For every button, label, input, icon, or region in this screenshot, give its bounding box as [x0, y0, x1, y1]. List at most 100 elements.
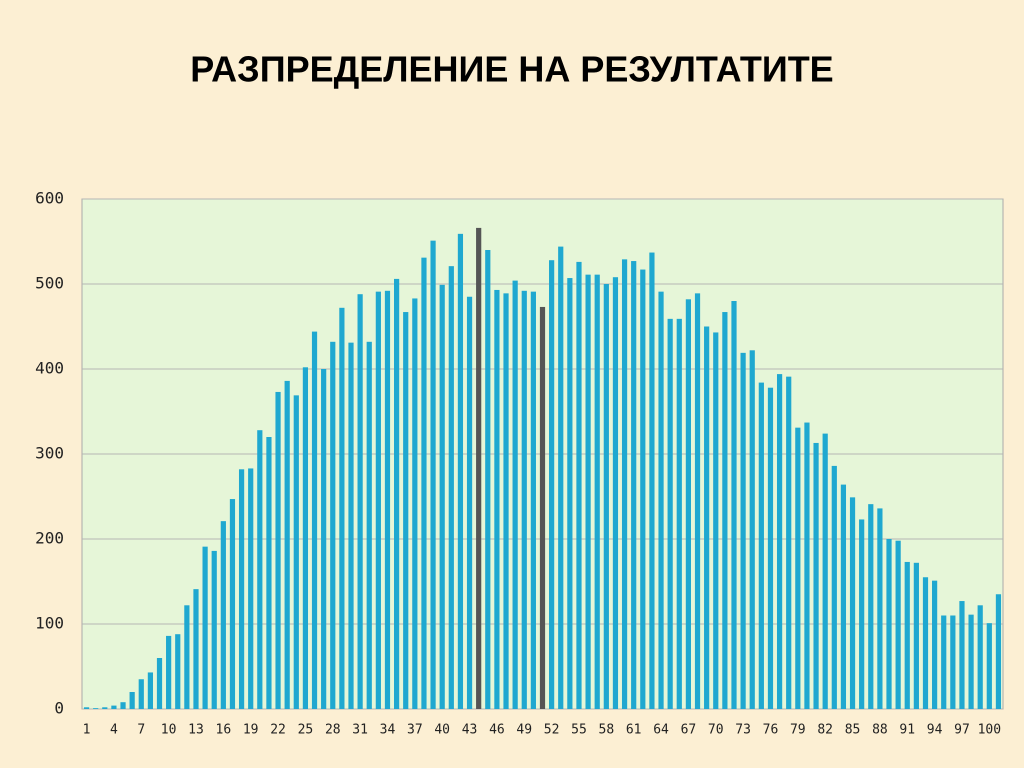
x-tick-label: 10 [161, 723, 177, 738]
x-tick-label: 76 [763, 723, 779, 738]
x-tick-label: 85 [845, 723, 861, 738]
bar [539, 306, 546, 709]
x-tick-label: 1 [83, 723, 91, 738]
x-tick-label: 4 [110, 723, 118, 738]
bar [430, 240, 436, 709]
x-tick-label: 52 [544, 723, 560, 738]
bar [448, 266, 454, 709]
bar [676, 318, 682, 709]
bar [284, 380, 290, 709]
x-tick-label: 79 [790, 723, 806, 738]
bar [694, 293, 701, 709]
bar [175, 634, 181, 709]
bar [93, 708, 99, 709]
y-tick-label: 200 [35, 529, 64, 548]
x-tick-label: 34 [380, 723, 396, 738]
bar [941, 615, 947, 709]
bar [913, 562, 919, 709]
bar [968, 614, 974, 709]
bar [220, 521, 226, 709]
bar [804, 422, 810, 709]
bar [83, 707, 90, 709]
bar [895, 540, 901, 709]
bar [621, 259, 628, 709]
bar [348, 342, 354, 709]
bar [193, 589, 199, 709]
bar [138, 679, 144, 709]
y-tick-label: 300 [35, 444, 64, 463]
bar [257, 430, 263, 709]
bar [421, 257, 427, 709]
bar [658, 291, 664, 709]
bar [266, 437, 272, 709]
y-tick-label: 400 [35, 359, 64, 378]
bar [576, 261, 582, 709]
bar [685, 299, 692, 709]
x-tick-label: 82 [817, 723, 833, 738]
x-tick-label: 22 [270, 723, 286, 738]
x-tick-label: 28 [325, 723, 341, 738]
bar [950, 615, 956, 709]
x-tick-label: 40 [434, 723, 450, 738]
bar [594, 274, 600, 709]
x-tick-label: 73 [735, 723, 751, 738]
bar [722, 312, 728, 709]
bar [603, 284, 609, 709]
bar [558, 246, 564, 709]
bar [485, 250, 491, 709]
bar [248, 468, 254, 709]
bar [512, 280, 518, 709]
bar [275, 391, 281, 709]
bar [366, 341, 372, 709]
x-tick-label: 94 [927, 723, 943, 738]
bar [640, 269, 646, 709]
bar [330, 341, 336, 709]
bar [412, 298, 418, 709]
bar [156, 658, 163, 709]
bar [357, 294, 363, 709]
x-tick-label: 67 [681, 723, 697, 738]
bar [339, 307, 345, 709]
x-tick-label: 91 [899, 723, 915, 738]
x-tick-label: 46 [489, 723, 505, 738]
bar [986, 623, 992, 709]
bar [731, 301, 737, 709]
x-tick-label: 49 [516, 723, 532, 738]
bar [831, 465, 837, 709]
x-tick-label: 16 [216, 723, 232, 738]
bar [530, 291, 536, 709]
bar [776, 374, 783, 709]
bar [457, 233, 464, 709]
bar [932, 580, 938, 709]
x-tick-label: 100 [978, 723, 1001, 738]
bar [238, 469, 245, 709]
bar [959, 601, 965, 709]
bar [667, 318, 673, 709]
y-tick-label: 0 [54, 699, 64, 718]
bar [922, 577, 929, 709]
bar [813, 442, 819, 709]
bar [302, 367, 309, 709]
bar [767, 387, 774, 709]
bar [147, 672, 153, 709]
bar [503, 293, 509, 709]
bar [466, 296, 473, 709]
bar [129, 692, 135, 709]
x-tick-label: 55 [571, 723, 587, 738]
bar [859, 519, 865, 709]
bar [184, 605, 190, 709]
x-tick-label: 7 [137, 723, 145, 738]
x-tick-label: 37 [407, 723, 423, 738]
bar [567, 278, 573, 709]
x-tick-label: 13 [188, 723, 204, 738]
bar [476, 227, 482, 709]
bar [786, 376, 792, 709]
bar [166, 635, 172, 709]
x-tick-label: 58 [599, 723, 615, 738]
x-tick-label: 97 [954, 723, 970, 738]
bar [585, 274, 591, 709]
bar [977, 605, 983, 709]
bar [704, 326, 710, 709]
